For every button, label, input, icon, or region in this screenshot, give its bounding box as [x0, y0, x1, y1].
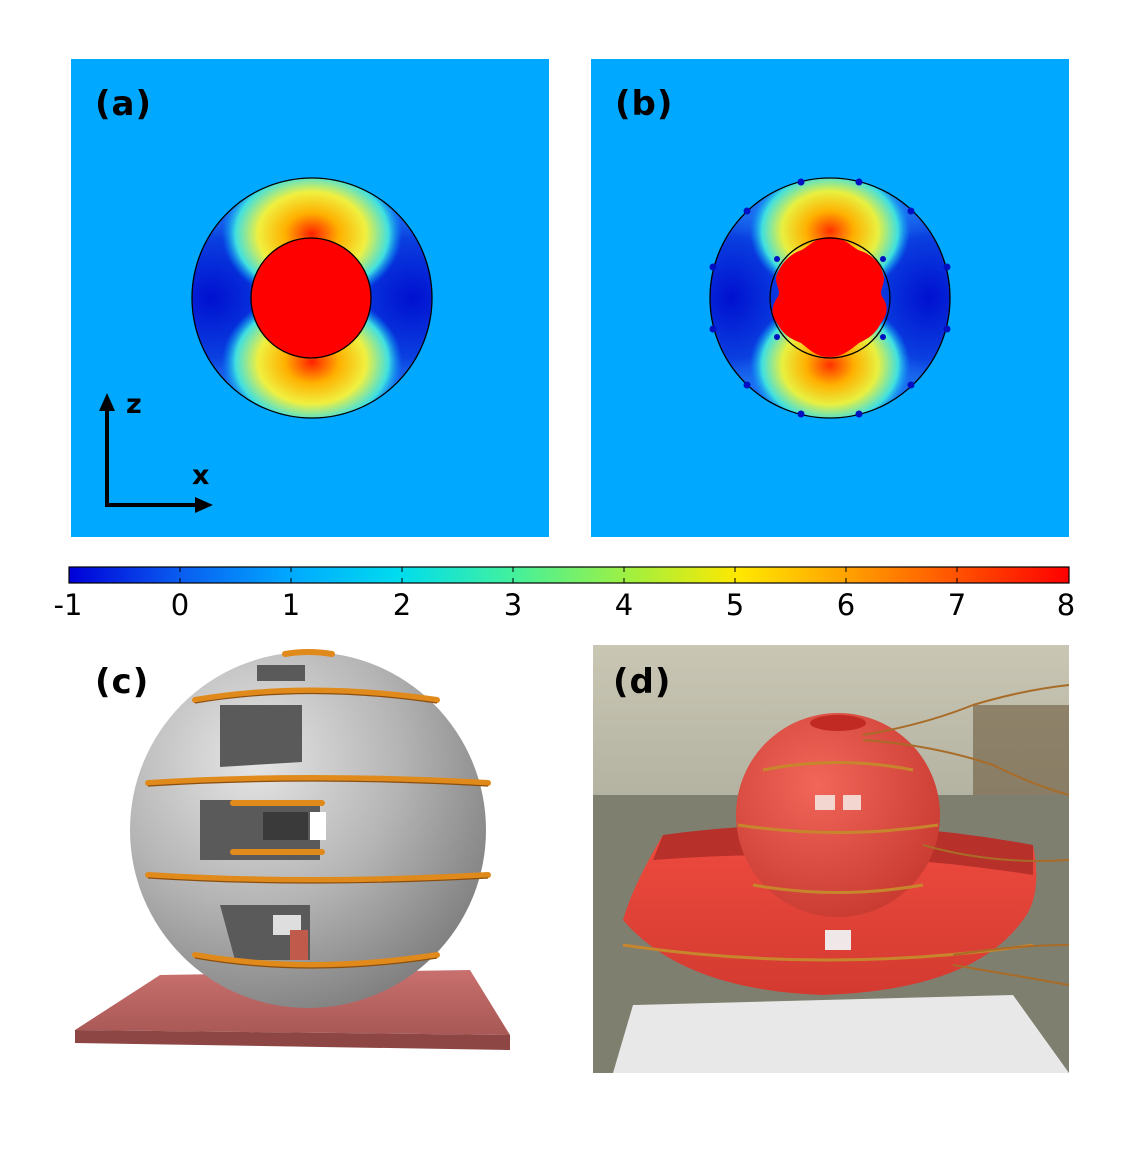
- axis-arrows: [99, 393, 213, 513]
- panel-label-b: (b): [615, 84, 674, 124]
- colorbar-tick-6: 5: [725, 588, 745, 622]
- colorbar-tick-5: 4: [614, 588, 634, 622]
- colorbar-tick-1: 0: [170, 588, 190, 622]
- colorbar-tick-3: 2: [392, 588, 412, 622]
- colorbar-tick-2: 1: [281, 588, 301, 622]
- photo-prototype: [593, 645, 1069, 1073]
- colorbar-tick-4: 3: [503, 588, 523, 622]
- z-axis-label: z: [126, 389, 142, 420]
- field-map-b: [591, 59, 1069, 537]
- colorbar: [68, 566, 1070, 584]
- panel-label-d: (d): [613, 662, 672, 702]
- colorbar-tick-9: 8: [1056, 588, 1076, 622]
- panel-label-a: (a): [95, 84, 153, 124]
- render-3d-sphere: [75, 649, 510, 1050]
- x-axis-label: x: [192, 460, 210, 491]
- colorbar-tick-7: 6: [836, 588, 856, 622]
- colorbar-tick-8: 7: [947, 588, 967, 622]
- field-map-a: [71, 59, 549, 537]
- colorbar-tick-0: -1: [53, 588, 83, 622]
- panel-label-c: (c): [95, 662, 150, 702]
